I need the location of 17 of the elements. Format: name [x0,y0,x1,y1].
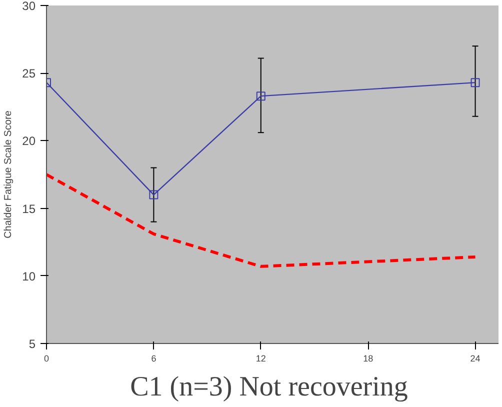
point [256,92,266,101]
y-tick-label: 5 [28,337,36,351]
x-tick-label: 12 [256,354,266,364]
y-tick-label: 15 [22,202,36,216]
x-tick-label: 0 [44,354,50,364]
point [470,78,480,88]
x-tick-label: 6 [151,354,156,364]
x-tick-label: 18 [363,354,374,364]
y-tick-label: 10 [22,269,36,284]
y-axis-title: Chalder Fatigue Scale Score [3,110,14,238]
y-tick-label: 20 [22,134,36,148]
y-tick-label: 30 [22,0,36,13]
text: C1 (n=3) Not recovering [130,372,408,402]
y-tick-label: 25 [22,66,36,81]
line-series [46,173,477,268]
x-tick-label: 24 [470,354,480,364]
point [149,190,158,200]
